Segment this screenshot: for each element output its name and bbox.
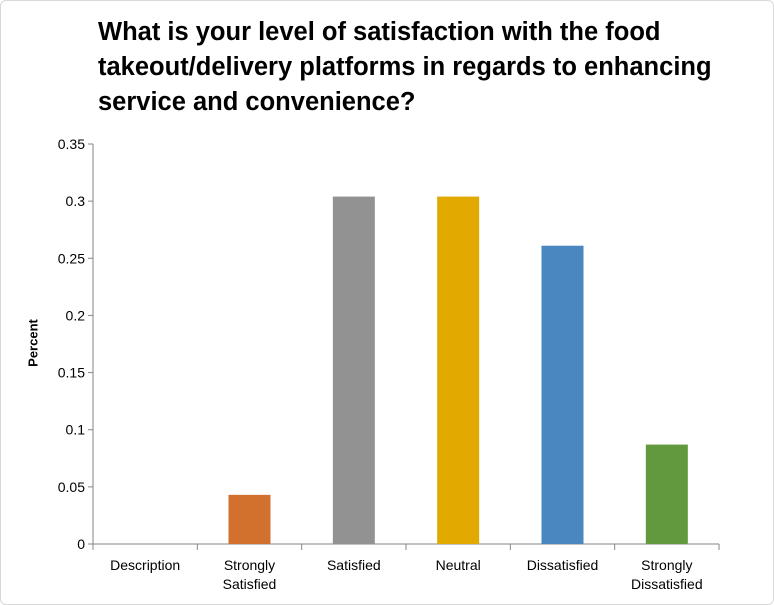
y-tick-label: 0.25 [58,250,85,266]
chart-title: What is your level of satisfaction with … [98,18,712,116]
chart-bars [228,196,688,545]
x-tick-label: Dissatisfied [527,557,599,573]
y-tick-label: 0.2 [66,307,86,323]
bar-strongly-dissatisfied [645,444,688,544]
chart-tick-labels: 0 0.05 0.1 0.15 0.2 0.25 0.3 0.35 Description Str… [58,136,703,592]
y-tick-label: 0 [77,536,85,552]
bar-neutral [437,196,480,545]
bar-satisfied [332,196,375,545]
x-tick-label: Description [110,557,180,573]
y-tick-label: 0.15 [58,365,85,381]
x-tick-label: Satisfied [327,557,381,573]
y-tick-label: 0.05 [58,479,85,495]
x-tick-label: Strongly Dissatisfied [631,557,703,592]
x-tick-label: Strongly Satisfied [223,557,277,592]
y-tick-label: 0.35 [58,136,85,152]
x-tick-label: Neutral [436,557,481,573]
bar-dissatisfied [541,245,584,544]
y-tick-label: 0.3 [66,193,86,209]
chart-axes [88,143,720,550]
bar-strongly-satisfied [228,494,271,544]
y-tick-label: 0.1 [66,422,86,438]
